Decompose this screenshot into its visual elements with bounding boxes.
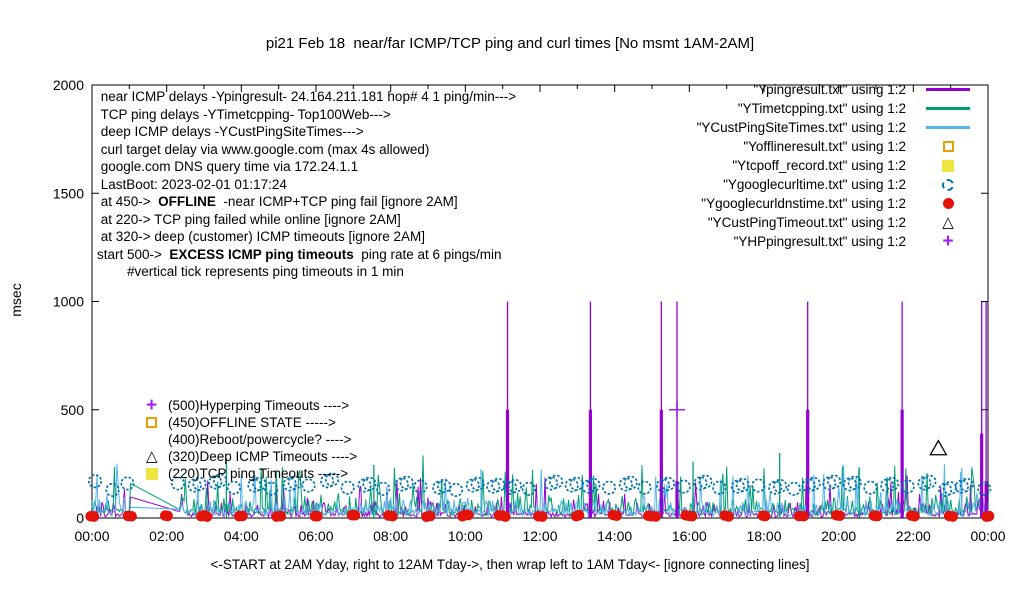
legend-triangle-icon: △ <box>146 447 158 465</box>
legend-marker-cell <box>916 126 980 129</box>
x-tick-label: 14:00 <box>597 528 632 544</box>
legend-label: "Ygooglecurldnstime.txt" using 1:2 <box>701 196 906 211</box>
legend-item: "YCustPingSiteTimes.txt" using 1:2 <box>615 118 980 137</box>
x-tick-label: 00:00 <box>970 528 1005 544</box>
x-tick-label: 20:00 <box>821 528 856 544</box>
info-line: deep ICMP delays -YCustPingSiteTimes---> <box>97 124 364 139</box>
threshold-annotation-block: + (500)Hyperping Timeouts ----> (450)OFFLI… <box>146 394 357 482</box>
threshold-label: (450)OFFLINE STATE -----> <box>168 415 336 430</box>
curl-time-circles <box>87 472 992 497</box>
dns-time-dots <box>85 509 995 522</box>
y-tick-label: 2000 <box>53 77 84 93</box>
threshold-marker-cell: △ <box>146 447 168 465</box>
threshold-annotation: (450)OFFLINE STATE -----> <box>146 414 357 431</box>
x-tick-label: 06:00 <box>298 528 333 544</box>
legend-item: "YCustPingTimeout.txt" using 1:2 △ <box>615 213 980 232</box>
legend-label: "Yofflineresult.txt" using 1:2 <box>743 139 906 154</box>
legend-triangle-icon: △ <box>942 213 954 231</box>
legend-marker-cell <box>916 198 980 209</box>
legend-label: "YHPpingresult.txt" using 1:2 <box>733 234 906 249</box>
legend-label: "Ypingresult.txt" using 1:2 <box>753 82 906 97</box>
legend-label: "Ygooglecurltime.txt" using 1:2 <box>723 177 906 192</box>
legend-line-icon <box>926 126 970 129</box>
series-events-YTimetcpping-txt <box>225 453 860 518</box>
x-axis-caption: <-START at 2AM Yday, right to 12AM Tday-… <box>210 557 810 572</box>
legend-label: "Ytcpoff_record.txt" using 1:2 <box>732 158 906 173</box>
info-line: google.com DNS query time via 172.24.1.1 <box>97 159 359 174</box>
x-tick-labels: 00:00 02:00 04:00 06:00 08:00 10:00 12:00 14:00… <box>74 528 1005 544</box>
legend-circle-filled-icon <box>942 198 954 209</box>
legend-item: "Ypingresult.txt" using 1:2 <box>615 80 980 99</box>
x-tick-label: 16:00 <box>672 528 707 544</box>
legend-marker-cell <box>916 178 980 191</box>
x-tick-label: 18:00 <box>746 528 781 544</box>
legend-marker-cell <box>916 107 980 110</box>
threshold-label: (500)Hyperping Timeouts ----> <box>168 398 350 413</box>
info-line: at 320-> deep (customer) ICMP timeouts [… <box>97 229 426 244</box>
info-line: #vertical tick represents ping timeouts … <box>97 264 404 279</box>
legend-plus-icon: + <box>942 230 954 252</box>
info-line: LastBoot: 2023-02-01 01:17:24 <box>97 176 287 192</box>
threshold-marker-cell: + <box>146 394 168 416</box>
y-tick-label: 0 <box>76 510 84 526</box>
legend-item: "Ygooglecurldnstime.txt" using 1:2 <box>615 194 980 213</box>
legend-square-open-icon <box>146 417 157 428</box>
x-tick-label: 04:00 <box>224 528 259 544</box>
threshold-label: (220)TCP ping Timeouts -----> <box>168 466 349 481</box>
legend-square-filled-icon <box>146 467 158 480</box>
y-axis-label: msec <box>8 283 24 317</box>
legend: "Ypingresult.txt" using 1:2 "YTimetcpping… <box>615 80 980 251</box>
threshold-label: (400)Reboot/powercycle? ----> <box>168 432 352 447</box>
threshold-annotation: + (500)Hyperping Timeouts ----> <box>146 394 357 416</box>
series-events-Ypingresult-txt <box>505 301 988 518</box>
threshold-annotation: △ (320)Deep ICMP Timeouts ----> <box>146 448 357 465</box>
y-tick-label: 1500 <box>53 185 84 201</box>
info-line: at 450-> OFFLINE -near ICMP+TCP ping fai… <box>97 194 458 209</box>
info-line: near ICMP delays -Ypingresult- 24.164.21… <box>97 89 517 104</box>
legend-label: "YCustPingSiteTimes.txt" using 1:2 <box>696 120 906 135</box>
threshold-annotation: (220)TCP ping Timeouts -----> <box>146 465 357 482</box>
legend-item: "YHPpingresult.txt" using 1:2 + <box>615 232 980 251</box>
threshold-marker-cell <box>146 417 168 428</box>
legend-item: "Ygooglecurltime.txt" using 1:2 <box>615 175 980 194</box>
info-line: curl target delay via www.google.com (ma… <box>97 141 430 157</box>
info-line: at 220-> TCP ping failed while online [i… <box>97 211 401 227</box>
legend-plus-icon: + <box>146 394 158 416</box>
legend-item: "Yofflineresult.txt" using 1:2 <box>615 137 980 156</box>
legend-label: "YCustPingTimeout.txt" using 1:2 <box>707 215 906 230</box>
legend-line-icon <box>926 88 970 91</box>
x-tick-label: 00:00 <box>74 528 109 544</box>
chart-title: pi21 Feb 18 near/far ICMP/TCP ping and c… <box>265 35 755 52</box>
legend-marker-cell <box>916 88 980 91</box>
threshold-label: (320)Deep ICMP Timeouts ----> <box>168 449 358 464</box>
legend-square-filled-icon <box>942 159 954 172</box>
y-tick-labels: 0 500 1000 1500 2000 <box>53 77 84 526</box>
legend-marker-cell: + <box>916 230 980 252</box>
info-annotation-block: near ICMP delays -Ypingresult- 24.164.21… <box>97 88 516 281</box>
legend-marker-cell <box>916 159 980 172</box>
legend-line-icon <box>926 107 970 110</box>
y-tick-label: 1000 <box>53 294 84 310</box>
info-line: TCP ping delays -YTimetcpping- Top100Web… <box>97 106 391 122</box>
y-tick-label: 500 <box>61 402 85 418</box>
special-markers <box>669 401 948 456</box>
x-tick-label: 12:00 <box>522 528 557 544</box>
legend-item: "YTimetcpping.txt" using 1:2 <box>615 99 980 118</box>
x-tick-label: 22:00 <box>896 528 931 544</box>
info-line: start 500-> EXCESS ICMP ping timeouts pi… <box>97 246 502 262</box>
x-tick-label: 08:00 <box>373 528 408 544</box>
legend-marker-cell <box>916 141 980 152</box>
legend-circle-dashed-icon <box>942 178 954 191</box>
x-tick-label: 02:00 <box>149 528 184 544</box>
legend-label: "YTimetcpping.txt" using 1:2 <box>737 101 906 116</box>
threshold-annotation: (400)Reboot/powercycle? ----> <box>146 431 357 448</box>
threshold-marker-cell <box>146 467 168 480</box>
legend-item: "Ytcpoff_record.txt" using 1:2 <box>615 156 980 175</box>
legend-marker-cell: △ <box>916 213 980 231</box>
x-tick-label: 10:00 <box>448 528 483 544</box>
triangle-marker <box>929 439 948 456</box>
legend-square-open-icon <box>942 141 954 152</box>
